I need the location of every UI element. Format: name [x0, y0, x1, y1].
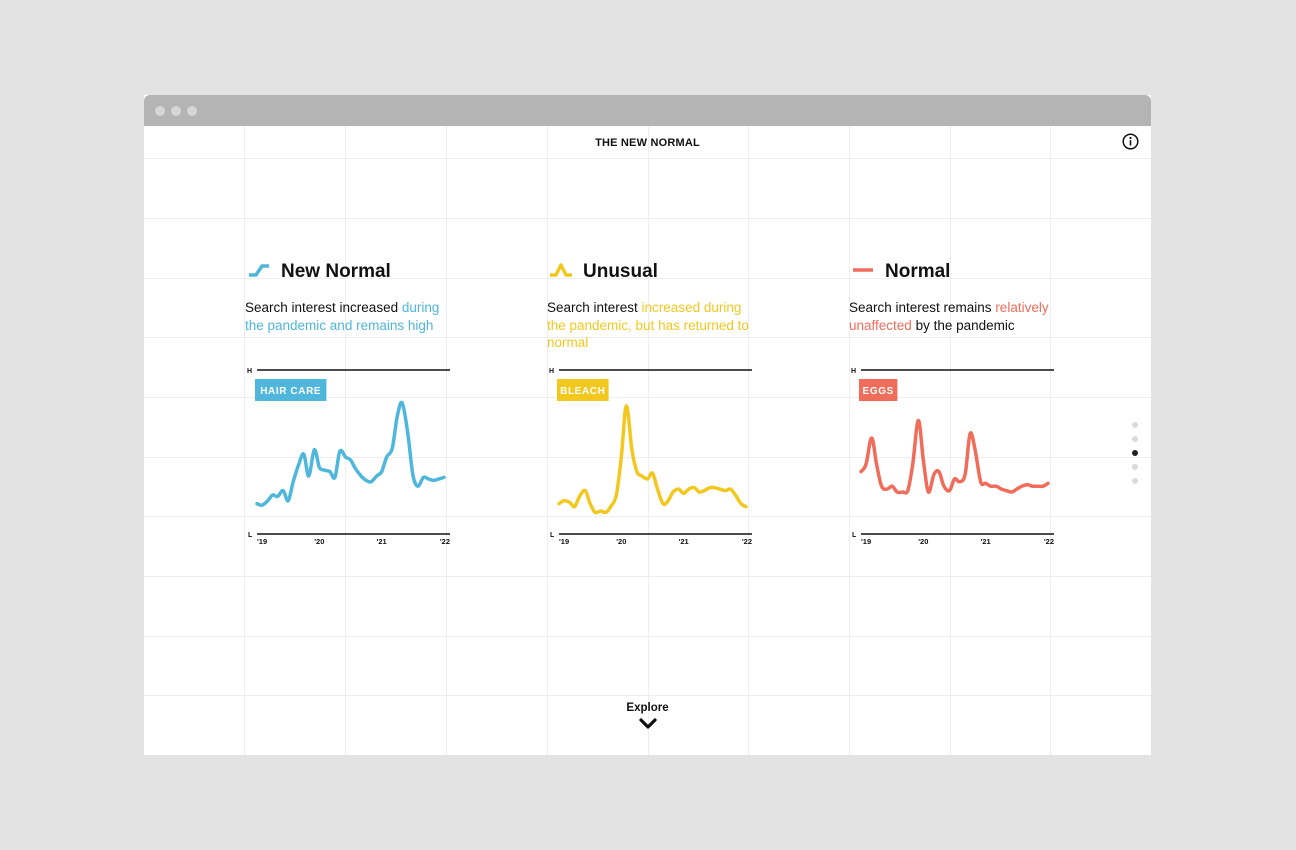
- x-tick-label: '21: [377, 537, 387, 546]
- series-badge-label: BLEACH: [560, 386, 605, 397]
- description-highlight: during the pandemic and remains high: [245, 300, 440, 333]
- x-tick-label: '19: [861, 537, 871, 546]
- series-line: [859, 418, 1050, 495]
- description-highlight: increased during the pandemic, but has r…: [547, 300, 749, 350]
- series-badge-label: EGGS: [863, 386, 894, 397]
- panel-description: Search interest increased during the pan…: [547, 299, 752, 352]
- pagination-dot[interactable]: [1132, 478, 1138, 484]
- y-axis-high-label: H: [549, 368, 554, 375]
- explore-label: Explore: [626, 702, 669, 714]
- step-up-line-icon: [249, 264, 269, 277]
- explore-button[interactable]: Explore: [144, 702, 1151, 730]
- window-maximize-button[interactable]: [187, 106, 197, 116]
- x-tick-label: '19: [559, 537, 569, 546]
- y-axis-low-label: L: [852, 532, 857, 539]
- chart-bleach: H L '19 '20 '21 '22 BLEACH: [549, 368, 752, 546]
- panel-description: Search interest remains relatively unaff…: [849, 299, 1054, 334]
- panel-title: Unusual: [583, 261, 658, 282]
- y-axis-low-label: L: [248, 532, 253, 539]
- x-tick-label: '20: [918, 537, 928, 546]
- x-tick-label: '21: [981, 537, 991, 546]
- chevron-down-icon: [638, 718, 657, 729]
- description-text: Search interest increased: [245, 300, 402, 315]
- x-tick-label: '21: [679, 537, 689, 546]
- pagination-dot[interactable]: [1132, 422, 1138, 428]
- x-tick-label: '20: [616, 537, 626, 546]
- flat-line-icon: [853, 268, 873, 272]
- panel-title: New Normal: [281, 261, 391, 282]
- pagination-dots: [1132, 422, 1138, 492]
- window-close-button[interactable]: [155, 106, 165, 116]
- chart-hair-care: H L '19 '20 '21 '22 HAIR CARE: [247, 368, 450, 546]
- browser-window: THE NEW NORMAL New Normal Search interes…: [144, 95, 1151, 755]
- series-line: [255, 400, 446, 508]
- info-circle-icon: [1122, 133, 1139, 150]
- x-tick-label: '19: [257, 537, 267, 546]
- description-highlight: relatively unaffected: [849, 300, 1049, 333]
- pagination-dot[interactable]: [1132, 436, 1138, 442]
- description-text: Search interest: [547, 300, 642, 315]
- pagination-dot[interactable]: [1132, 464, 1138, 470]
- series-line: [557, 404, 748, 515]
- background-grid: [144, 126, 1151, 755]
- panel-description: Search interest increased during the pan…: [245, 299, 450, 334]
- description-text: Search interest remains: [849, 300, 996, 315]
- page-content: THE NEW NORMAL New Normal Search interes…: [144, 126, 1151, 755]
- spike-line-icon: [550, 263, 572, 277]
- pagination-dot[interactable]: [1132, 450, 1138, 456]
- y-axis-low-label: L: [550, 532, 555, 539]
- x-tick-label: '20: [314, 537, 324, 546]
- y-axis-high-label: H: [851, 368, 856, 375]
- window-minimize-button[interactable]: [171, 106, 181, 116]
- y-axis-high-label: H: [247, 368, 252, 375]
- title-bar: [144, 95, 1151, 126]
- page-title: THE NEW NORMAL: [595, 137, 700, 149]
- x-tick-label: '22: [742, 537, 752, 546]
- panel-title: Normal: [885, 261, 951, 282]
- chart-eggs: H L '19 '20 '21 '22 EGGS: [851, 368, 1054, 546]
- series-badge: [557, 379, 609, 401]
- series-badge-label: HAIR CARE: [260, 386, 321, 397]
- description-text-end: by the pandemic: [911, 317, 1015, 333]
- info-button[interactable]: [1122, 133, 1139, 150]
- x-tick-label: '22: [1044, 537, 1054, 546]
- x-tick-label: '22: [440, 537, 450, 546]
- series-badge: [255, 379, 327, 401]
- series-badge: [859, 379, 898, 401]
